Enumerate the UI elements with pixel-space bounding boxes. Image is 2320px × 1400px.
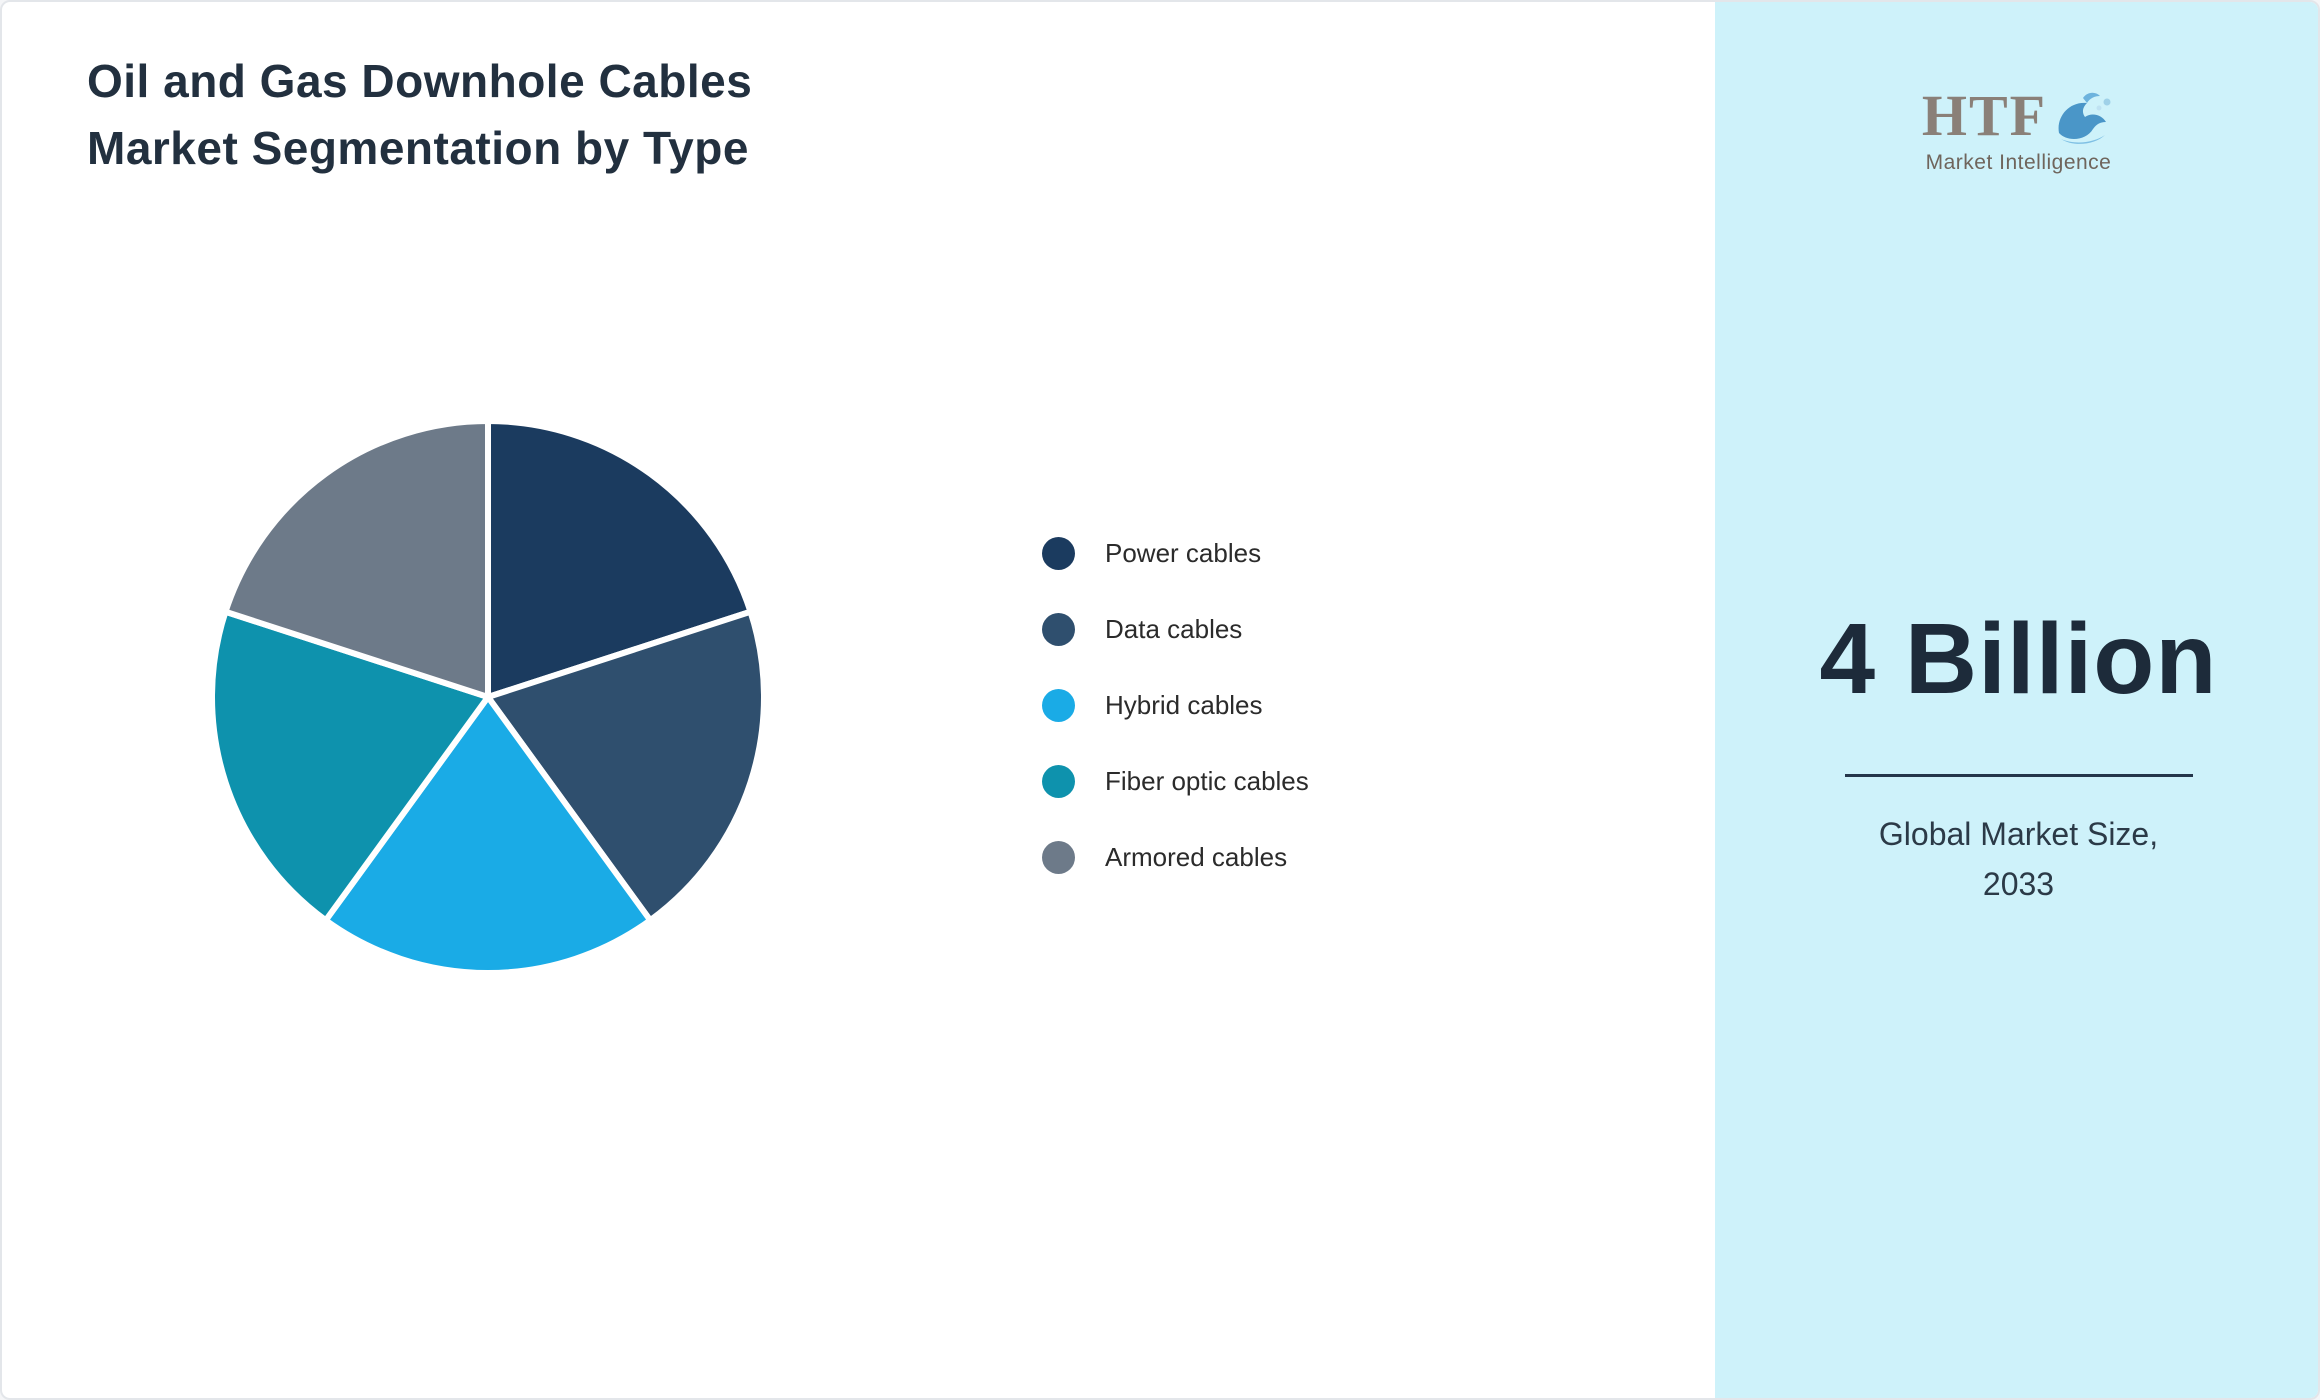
legend-swatch xyxy=(1042,840,1075,874)
legend-swatch xyxy=(1042,764,1075,798)
htf-logo-text: HTF xyxy=(1921,83,2048,148)
legend-item: Fiber optic cables xyxy=(1042,743,1309,819)
pie-slice xyxy=(485,608,767,924)
legend-item: Power cables xyxy=(1042,515,1309,591)
legend-item: Hybrid cables xyxy=(1042,667,1309,743)
divider-line xyxy=(1844,774,2193,777)
market-size-caption: Global Market Size, 2033 xyxy=(1715,810,2318,909)
chart-legend: Power cables Data cables Hybrid cables F… xyxy=(1042,515,1309,895)
legend-swatch xyxy=(1042,612,1075,646)
dolphin-icon xyxy=(2058,92,2111,144)
legend-label: Fiber optic cables xyxy=(1105,765,1309,796)
legend-label: Power cables xyxy=(1105,537,1262,568)
pie-chart xyxy=(205,414,771,980)
chart-title-line2: Market Segmentation by Type xyxy=(87,121,749,174)
legend-item: Armored cables xyxy=(1042,819,1309,895)
pie-slice xyxy=(222,418,491,700)
pie-slice xyxy=(322,694,654,976)
htf-logo-subtext: Market Intelligence xyxy=(1925,151,2112,174)
market-size-value: 4 Billion xyxy=(1819,603,2218,715)
chart-section: Oil and Gas Downhole Cables Market Segme… xyxy=(2,2,1715,1398)
legend-swatch xyxy=(1042,688,1075,722)
legend-item: Data cables xyxy=(1042,591,1309,667)
pie-slice xyxy=(209,608,491,924)
caption-line1: Global Market Size, xyxy=(1878,816,2159,852)
market-size-panel: HTF Market Intelligence 4 Billion Global… xyxy=(1715,2,2318,1398)
legend-label: Hybrid cables xyxy=(1105,689,1263,720)
caption-line2: 2033 xyxy=(1982,865,2055,902)
chart-title-line1: Oil and Gas Downhole Cables xyxy=(87,55,753,107)
legend-swatch xyxy=(1042,536,1075,570)
htf-logo: HTF Market Intelligence xyxy=(1922,82,2115,175)
pie-slice xyxy=(485,418,754,700)
pie-chart-svg xyxy=(209,418,767,976)
legend-label: Armored cables xyxy=(1105,841,1288,872)
legend-label: Data cables xyxy=(1105,613,1243,644)
chart-title: Oil and Gas Downhole Cables Market Segme… xyxy=(87,48,752,181)
